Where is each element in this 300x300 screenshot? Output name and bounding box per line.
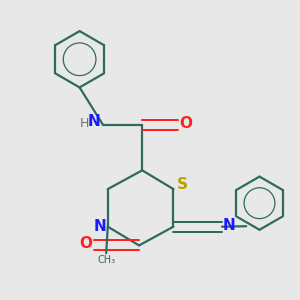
Text: N: N [223,218,235,232]
Text: H: H [80,117,90,130]
Text: CH₃: CH₃ [98,254,116,265]
Text: O: O [80,236,92,251]
Text: O: O [179,116,193,131]
Text: N: N [88,114,101,129]
Text: N: N [94,219,106,234]
Text: S: S [177,177,188,192]
